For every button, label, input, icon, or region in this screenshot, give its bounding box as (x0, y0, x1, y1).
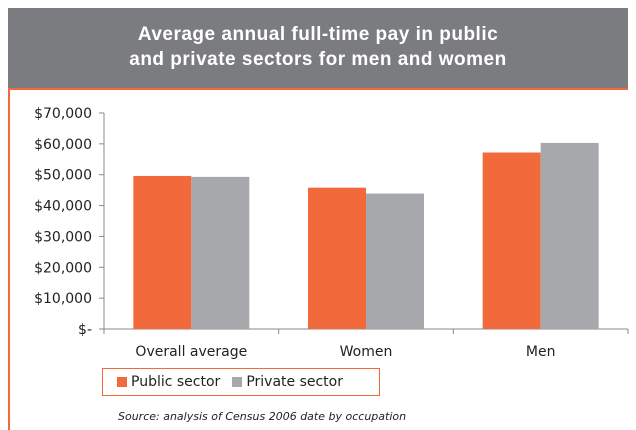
chart-title: Average annual full-time pay in public a… (8, 22, 628, 72)
bar-private (191, 176, 250, 329)
chart-title-line-1: Average annual full-time pay in public (137, 24, 499, 45)
bars (133, 142, 599, 329)
y-axis: $- $10,000 $20,000 $30,000 $40,000 $50,000 $60… (34, 106, 105, 338)
y-tick-label: $- (78, 322, 92, 338)
y-tick-label: $70,000 (34, 106, 92, 122)
legend-swatch-public (117, 377, 127, 387)
frame-left-border (8, 88, 10, 430)
legend-swatch-private (232, 377, 243, 387)
bar-private (540, 142, 599, 329)
y-tick-label: $50,000 (34, 168, 92, 184)
legend: Public sector Private sector (102, 368, 380, 396)
x-category-label: Overall average (135, 344, 247, 360)
bar-public (308, 187, 366, 329)
y-tick-label: $60,000 (34, 137, 92, 153)
x-category-label: Women (340, 344, 393, 360)
y-tick-label: $20,000 (34, 260, 92, 276)
source-note: Source: analysis of Census 2006 date by … (118, 410, 407, 423)
y-tick-label: $10,000 (34, 291, 92, 307)
legend-label-public: Public sector (131, 374, 221, 390)
frame-divider (8, 88, 628, 90)
y-tick-label: $40,000 (34, 199, 92, 215)
bar-private (366, 193, 424, 329)
x-axis: Overall average Women Men (103, 328, 629, 360)
legend-item-public: Public sector (117, 374, 220, 390)
chart-title-line-2: and private sectors for men and women (129, 49, 507, 70)
bar-public (482, 152, 541, 329)
chart-header: Average annual full-time pay in public a… (8, 8, 628, 88)
legend-item-private: Private sector (232, 374, 343, 390)
y-tick-label: $30,000 (34, 229, 92, 245)
legend-label-private: Private sector (246, 374, 343, 390)
x-category-label: Men (526, 344, 556, 360)
bar-public (133, 175, 192, 329)
